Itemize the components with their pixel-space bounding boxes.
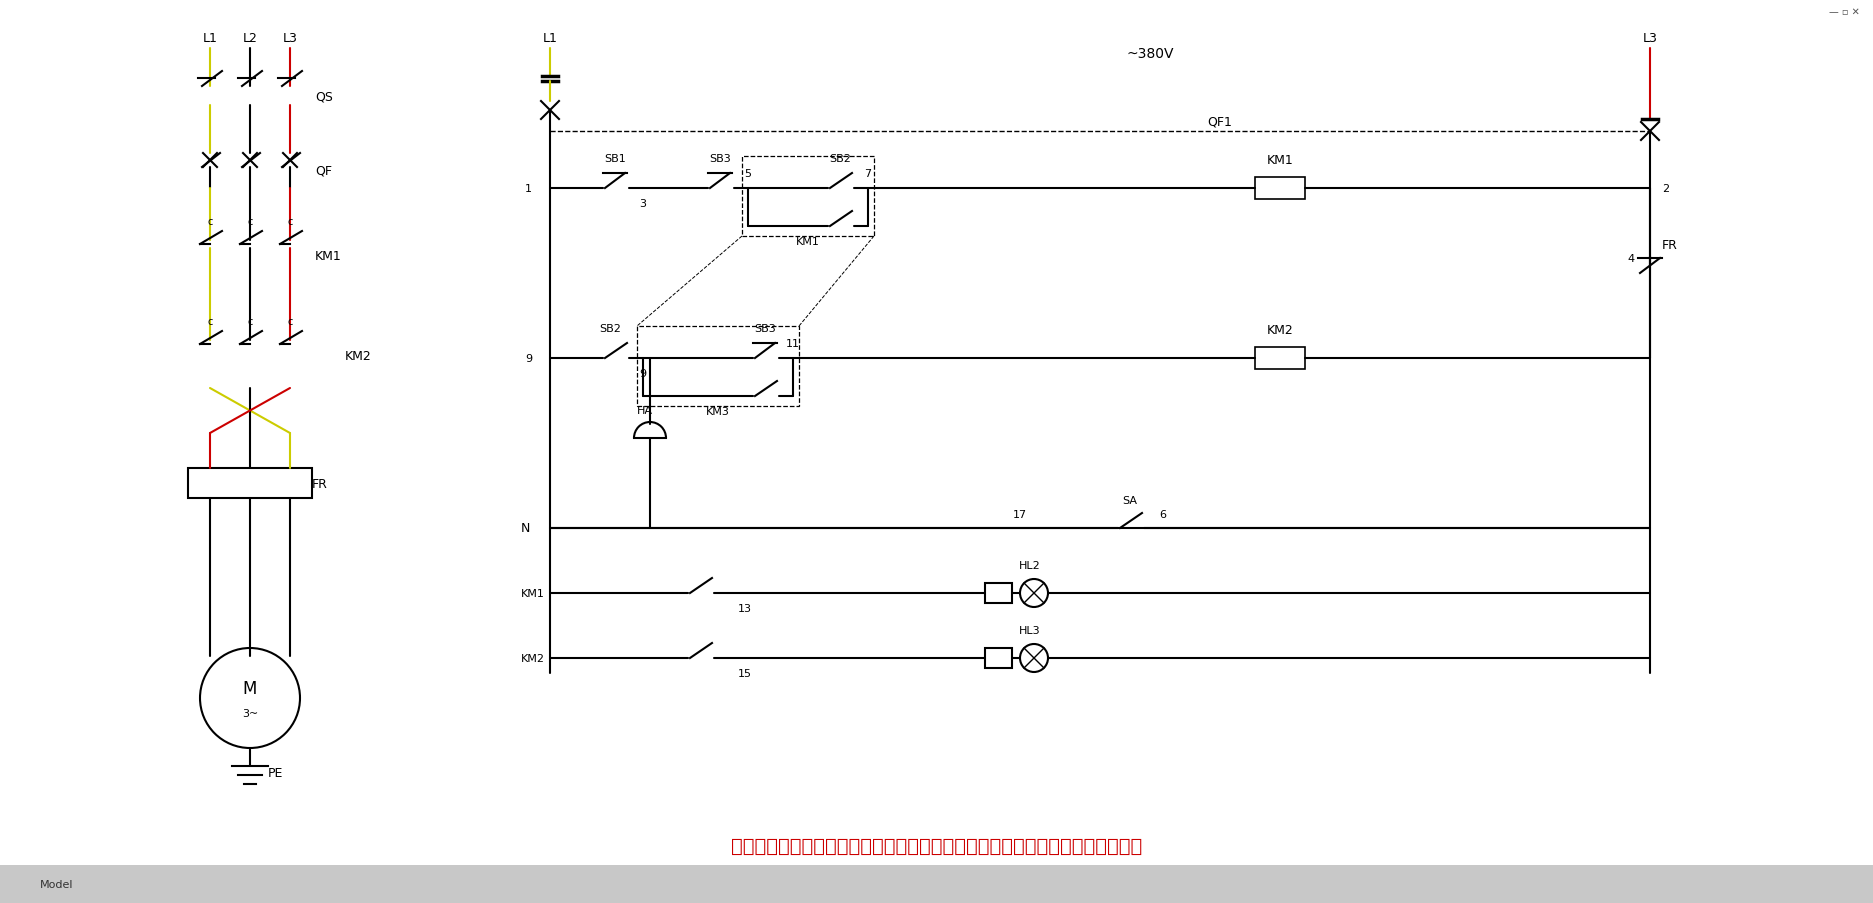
Text: c: c bbox=[247, 317, 253, 327]
Text: L3: L3 bbox=[283, 33, 298, 45]
Text: 4: 4 bbox=[1628, 254, 1633, 264]
Bar bbox=[985, 648, 1011, 668]
Bar bbox=[0, 865, 1873, 903]
Text: HL2: HL2 bbox=[1019, 561, 1040, 571]
Bar bbox=[742, 157, 873, 237]
Bar bbox=[985, 583, 1011, 603]
Circle shape bbox=[200, 648, 300, 749]
Text: SB2: SB2 bbox=[599, 323, 620, 333]
Text: HA: HA bbox=[637, 405, 652, 415]
Text: 3: 3 bbox=[639, 199, 646, 209]
Text: QS: QS bbox=[315, 90, 333, 103]
Text: — ▫ ✕: — ▫ ✕ bbox=[1828, 7, 1860, 17]
Text: L2: L2 bbox=[242, 33, 257, 45]
Text: 9: 9 bbox=[639, 368, 646, 378]
Text: KM2: KM2 bbox=[521, 653, 545, 664]
Circle shape bbox=[1019, 644, 1047, 672]
Text: 9: 9 bbox=[524, 354, 532, 364]
Text: c: c bbox=[247, 217, 253, 227]
Text: M: M bbox=[243, 679, 257, 697]
Text: SA: SA bbox=[1122, 496, 1137, 506]
Text: 6: 6 bbox=[1159, 509, 1165, 519]
Text: KM1: KM1 bbox=[1266, 154, 1292, 167]
Text: FR: FR bbox=[311, 477, 328, 490]
Text: SB2: SB2 bbox=[828, 154, 850, 163]
Text: 17: 17 bbox=[1013, 509, 1026, 519]
Text: 11: 11 bbox=[785, 339, 800, 349]
Text: HL3: HL3 bbox=[1019, 625, 1040, 636]
Text: SB3: SB3 bbox=[708, 154, 730, 163]
Text: ~380V: ~380V bbox=[1126, 47, 1172, 61]
Text: KM2: KM2 bbox=[1266, 324, 1292, 337]
Text: SB1: SB1 bbox=[603, 154, 626, 163]
Text: 2: 2 bbox=[1661, 184, 1669, 194]
Text: SB3: SB3 bbox=[753, 323, 775, 333]
Text: Model: Model bbox=[39, 879, 73, 889]
Text: 7: 7 bbox=[863, 169, 871, 179]
Text: L1: L1 bbox=[543, 33, 556, 45]
Text: QF1: QF1 bbox=[1206, 116, 1232, 128]
Text: c: c bbox=[287, 217, 292, 227]
Text: 常用的双重互锁正反转控制电路，带警鍸报警，私信老师获取电气成套资料一套: 常用的双重互锁正反转控制电路，带警鍸报警，私信老师获取电气成套资料一套 bbox=[730, 835, 1143, 854]
Text: 3~: 3~ bbox=[242, 708, 258, 718]
Bar bbox=[1255, 178, 1304, 200]
Text: N: N bbox=[521, 522, 530, 535]
Text: L3: L3 bbox=[1643, 33, 1656, 45]
Bar bbox=[637, 327, 798, 406]
Text: KM1: KM1 bbox=[796, 237, 820, 247]
Text: c: c bbox=[208, 317, 212, 327]
Text: FR: FR bbox=[1661, 239, 1676, 252]
Text: QF: QF bbox=[315, 165, 332, 178]
Text: PE: PE bbox=[268, 767, 283, 779]
Circle shape bbox=[1019, 580, 1047, 608]
Text: 1: 1 bbox=[524, 184, 532, 194]
Text: L1: L1 bbox=[202, 33, 217, 45]
Bar bbox=[187, 469, 311, 498]
Text: KM2: KM2 bbox=[345, 350, 371, 363]
Text: KM1: KM1 bbox=[315, 250, 341, 263]
Bar bbox=[1255, 348, 1304, 369]
Text: KM3: KM3 bbox=[706, 406, 730, 416]
Text: c: c bbox=[287, 317, 292, 327]
Text: 13: 13 bbox=[738, 603, 751, 613]
Text: KM1: KM1 bbox=[521, 589, 545, 599]
Text: c: c bbox=[208, 217, 212, 227]
Text: 15: 15 bbox=[738, 668, 751, 678]
Text: 5: 5 bbox=[744, 169, 751, 179]
